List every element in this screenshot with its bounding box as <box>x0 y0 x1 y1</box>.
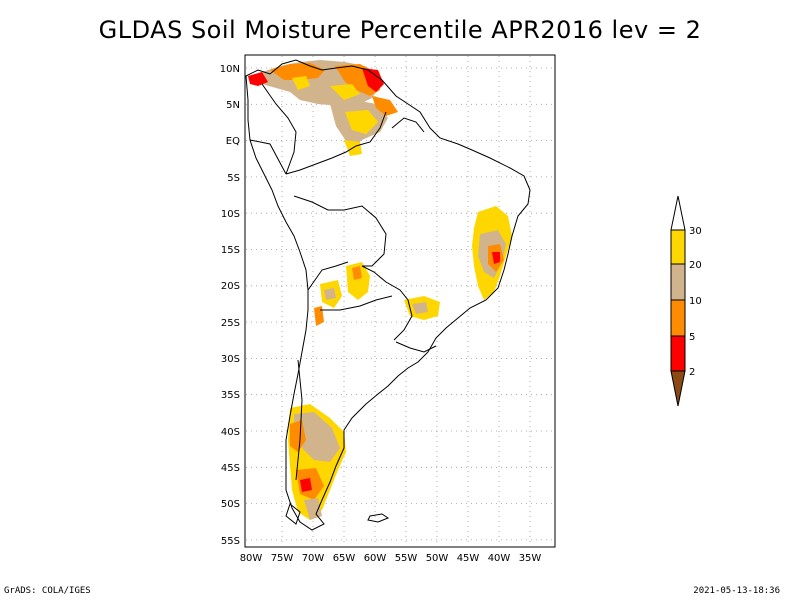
legend-below-2 <box>670 370 686 407</box>
border-guianas <box>391 117 425 133</box>
lat-label: 10N <box>220 64 240 75</box>
continent-outline <box>245 59 531 531</box>
patch-colombia-red <box>248 72 268 86</box>
lon-label: 45W <box>457 553 480 564</box>
border-peru-bolivia <box>293 195 387 267</box>
footer-timestamp: 2021-05-13-18:36 <box>693 586 780 596</box>
lon-label: 60W <box>364 553 387 564</box>
patch-north-orange <box>270 63 325 80</box>
map-frame <box>244 54 556 548</box>
footer-credit: GrADS: COLA/IGES <box>4 586 91 596</box>
lon-label: 70W <box>302 553 325 564</box>
legend-label: 5 <box>689 332 695 343</box>
patch-north-yellow-1 <box>292 76 310 90</box>
patch-patagonia-red <box>300 478 312 492</box>
patch-patagonia-tan <box>294 412 340 462</box>
patch-southbrazil-tan <box>412 302 428 314</box>
patch-north-yellow-2 <box>330 84 360 100</box>
border-colombia <box>261 83 297 175</box>
color-legend: 2 5 10 20 30 <box>670 195 702 407</box>
lon-tick-labels: 80W 75W 70W 65W 60W 55W 50W 45W 40W 35W <box>240 553 542 564</box>
lat-label: 30S <box>221 354 240 365</box>
lon-label: 65W <box>333 553 356 564</box>
lat-label: 15S <box>221 245 240 256</box>
patch-chile-orange <box>314 306 324 326</box>
border-paraguay <box>361 265 413 341</box>
lat-label: EQ <box>226 136 240 147</box>
legend-label: 2 <box>689 367 695 378</box>
legend-20-30 <box>670 229 686 265</box>
map-title: GLDAS Soil Moisture Percentile APR2016 l… <box>98 16 702 44</box>
anomaly-patches <box>248 60 512 520</box>
legend-5-10 <box>670 299 686 337</box>
patch-eastbrazil-red <box>492 252 500 264</box>
legend-10-20 <box>670 263 686 301</box>
lat-label: 5S <box>227 173 240 184</box>
falkland-islands <box>367 513 390 523</box>
lon-label: 35W <box>519 553 542 564</box>
lon-label: 80W <box>240 553 263 564</box>
patch-bolivia-orange <box>352 266 362 280</box>
patch-bolivia-yellow <box>346 262 370 300</box>
lat-label: 20S <box>221 281 240 292</box>
legend-label: 30 <box>689 226 702 237</box>
legend-above-30 <box>670 195 686 231</box>
legend-2-5 <box>670 335 686 372</box>
legend-label: 20 <box>689 260 702 271</box>
patch-guiana-orange <box>372 96 398 116</box>
lat-label: 35S <box>221 390 240 401</box>
lat-label: 10S <box>221 209 240 220</box>
lat-label: 55S <box>221 536 240 547</box>
lon-label: 75W <box>271 553 294 564</box>
patch-guiana-yellow <box>345 110 378 134</box>
patch-patagonia-tan-2 <box>304 498 322 520</box>
patch-venezuela-red <box>362 68 384 92</box>
lon-label: 50W <box>426 553 449 564</box>
chile-islands <box>285 503 301 525</box>
legend-label: 10 <box>689 296 702 307</box>
border-argentina-north <box>320 295 393 311</box>
lat-tick-labels: 10N 5N EQ 5S 10S 15S 20S 25S 30S 35S 40S… <box>220 64 240 547</box>
patch-chaco-tan <box>324 288 336 300</box>
lat-label: 25S <box>221 318 240 329</box>
lon-label: 55W <box>395 553 418 564</box>
border-chile-argentina <box>295 359 303 481</box>
border-uruguay <box>395 341 437 353</box>
lat-label: 40S <box>221 427 240 438</box>
lat-label: 5N <box>226 100 240 111</box>
border-chile-bolivia <box>307 261 349 291</box>
lat-label: 50S <box>221 499 240 510</box>
border-ecuador <box>249 139 287 175</box>
lat-label: 45S <box>221 463 240 474</box>
border-brazil-north <box>285 111 387 175</box>
lon-label: 40W <box>488 553 511 564</box>
patch-patagonia-orange-1 <box>290 420 306 452</box>
